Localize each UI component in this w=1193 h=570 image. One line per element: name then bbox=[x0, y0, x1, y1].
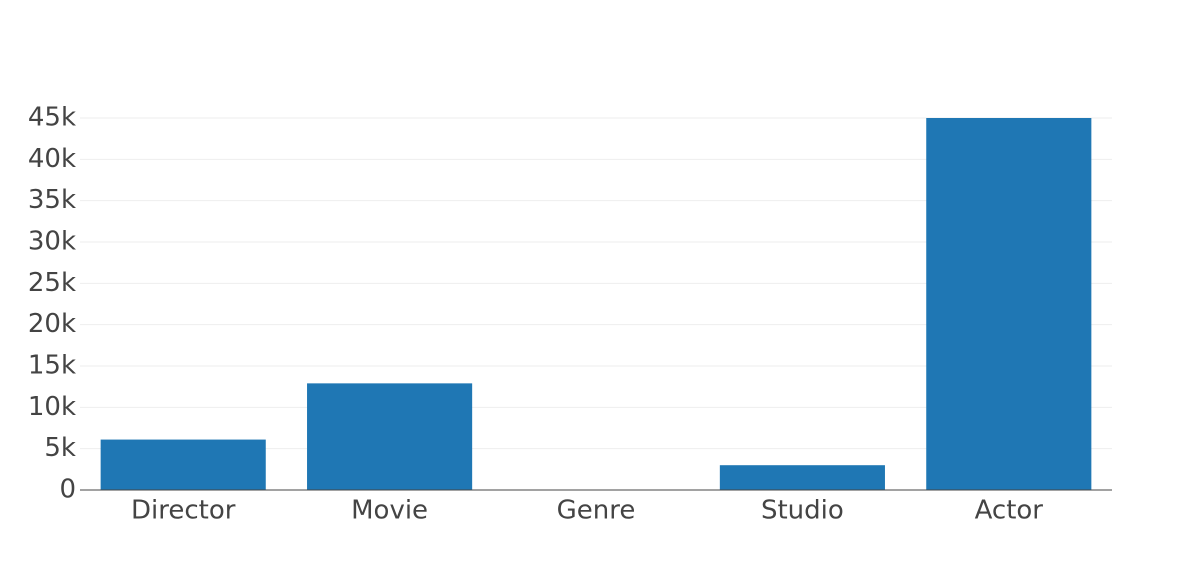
bar-actor bbox=[926, 118, 1092, 490]
bar-movie bbox=[307, 383, 473, 490]
bar-director bbox=[100, 439, 266, 490]
y-tick-label: 10k bbox=[28, 392, 76, 422]
x-tick-label: Movie bbox=[351, 496, 428, 526]
y-tick-label: 45k bbox=[28, 103, 76, 133]
x-tick-label: Studio bbox=[761, 496, 844, 526]
grid-lines bbox=[80, 117, 1112, 450]
y-tick-label: 40k bbox=[28, 144, 76, 174]
y-tick-label: 20k bbox=[28, 309, 76, 339]
y-tick-label: 25k bbox=[28, 268, 76, 298]
y-tick-label: 35k bbox=[28, 185, 76, 215]
y-tick-label: 30k bbox=[28, 227, 76, 257]
y-axis-ticks: 0 5k 10k 15k 20k 25k 30k 35k 40k 45k bbox=[28, 103, 76, 505]
y-tick-label: 0 bbox=[59, 475, 76, 505]
y-tick-label: 15k bbox=[28, 351, 76, 381]
x-tick-label: Genre bbox=[557, 496, 636, 526]
y-tick-label: 5k bbox=[44, 433, 76, 463]
bars bbox=[100, 118, 1092, 491]
x-tick-label: Director bbox=[131, 496, 236, 526]
x-tick-label: Actor bbox=[975, 496, 1044, 526]
bar-studio bbox=[719, 465, 885, 490]
x-axis-ticks: Director Movie Genre Studio Actor bbox=[131, 496, 1043, 526]
